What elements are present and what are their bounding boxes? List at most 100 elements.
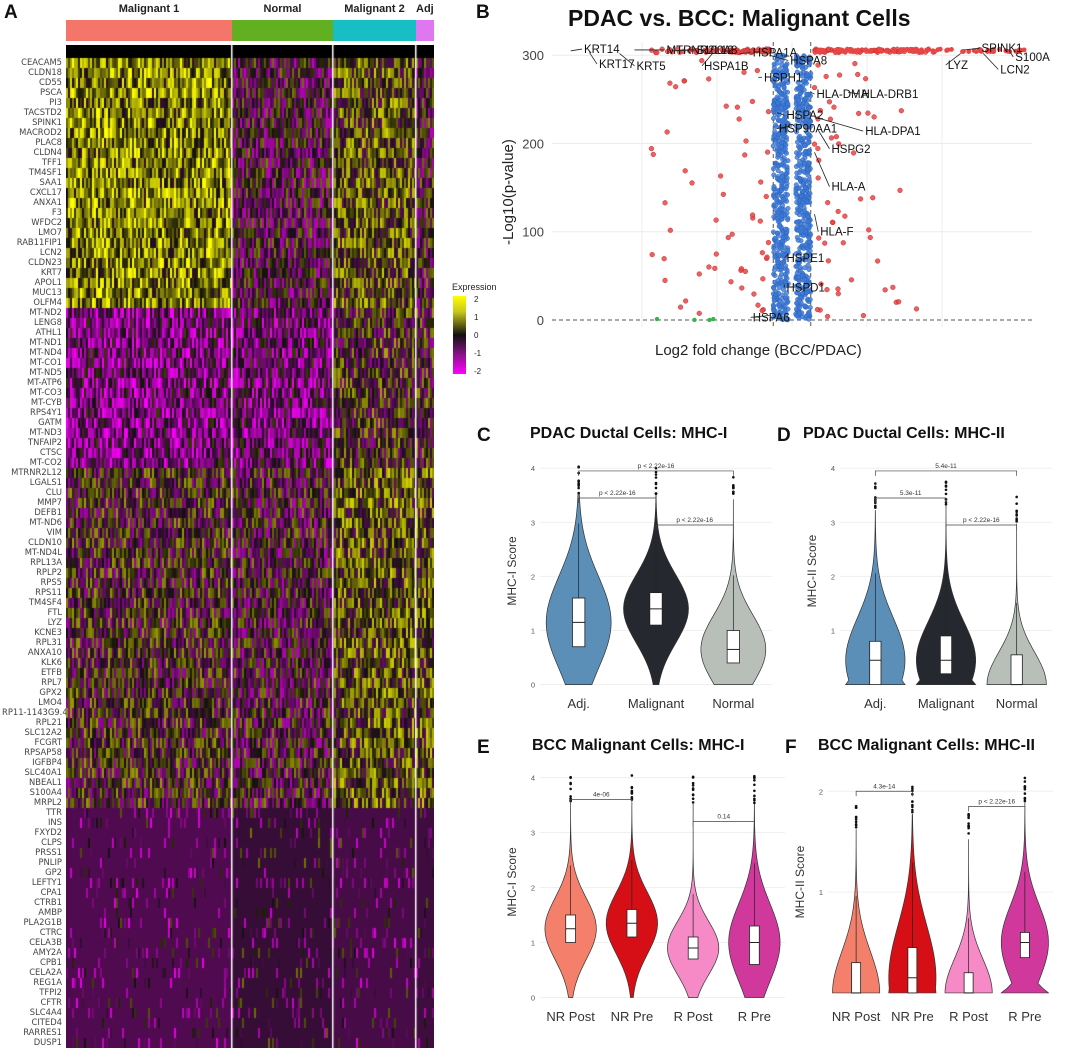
point-sig — [662, 277, 668, 284]
label-leader — [776, 112, 785, 116]
point-sig — [739, 285, 745, 291]
outlier-point — [967, 814, 970, 818]
heatmap-group-bar — [66, 20, 434, 41]
point-ns — [770, 166, 776, 172]
outlier-point — [577, 482, 580, 485]
point-ns — [804, 102, 810, 108]
point-ns — [806, 316, 812, 322]
gene-label: MT-ND5 — [29, 367, 62, 377]
x-category-label: R Pre — [738, 1009, 771, 1024]
gene-label: RPL21 — [35, 717, 62, 727]
box — [963, 972, 974, 994]
point-sig — [984, 49, 990, 54]
x-category-label: NR Pre — [611, 1009, 654, 1024]
point-sig — [853, 48, 859, 54]
point-ns — [779, 173, 785, 179]
x-category-label: Adj. — [567, 696, 589, 711]
outlier-point — [569, 787, 572, 791]
panel-e-title: BCC Malignant Cells: MHC-I — [532, 737, 745, 754]
point-sig — [717, 173, 724, 179]
ytick: 1 — [531, 627, 535, 636]
point-ns — [800, 63, 806, 69]
outlier-point — [911, 800, 914, 803]
outlier-point — [654, 492, 658, 495]
panel-label-d: D — [777, 425, 791, 446]
gene-label: MTRNR2L12 — [11, 467, 62, 477]
point-sig — [699, 58, 705, 64]
label-leader — [671, 49, 695, 52]
point-ns — [783, 62, 789, 68]
point-sig — [723, 103, 729, 109]
outlier-point — [691, 787, 695, 790]
point-ns — [775, 233, 781, 239]
gene-label: ATHL1 — [35, 327, 63, 337]
point-ns — [780, 286, 786, 292]
point-fc — [707, 317, 712, 323]
point-ns — [795, 62, 801, 68]
gene-label: TNFAIP2 — [27, 437, 62, 447]
point-ns — [797, 264, 803, 270]
x-category-label: Malignant — [628, 696, 685, 711]
point-sig — [966, 49, 972, 54]
point-ns — [779, 206, 785, 212]
gene-label: CLDN10 — [28, 537, 62, 547]
point-ns — [795, 97, 801, 103]
point-sig — [741, 69, 747, 75]
point-sig — [822, 240, 828, 246]
point-sig — [875, 258, 881, 264]
gene-label: CPB1 — [40, 957, 62, 967]
point-ns — [807, 54, 813, 60]
outlier-point — [1015, 495, 1018, 499]
heatmap-gene-list: CEACAM5 CLDN18 CD55 PSCA PI3 TACSTD2 SPINK1 MAC… — [2, 57, 68, 1048]
ytick: 2 — [819, 787, 823, 796]
box — [869, 640, 882, 685]
point-ns — [772, 254, 778, 260]
gene-label: CLU — [45, 487, 62, 497]
x-category-label: NR Post — [546, 1009, 595, 1024]
point-ns — [774, 60, 780, 66]
outlier-point — [691, 776, 695, 779]
point-sig — [759, 308, 765, 314]
gene-label: CLDN23 — [28, 257, 62, 267]
point-ns — [793, 251, 799, 257]
box — [907, 947, 918, 994]
p-value-label: p < 2.22e-16 — [978, 798, 1015, 805]
point-ns — [794, 270, 800, 276]
gene-label: MT-ND3 — [29, 427, 62, 437]
heatmap-group-labels: Malignant 1 Normal Malignant 2 Adj — [66, 3, 434, 19]
point-sig — [749, 212, 756, 218]
gene-label: RPS11 — [35, 587, 62, 597]
comparison-bracket — [570, 799, 633, 805]
label-leader — [750, 315, 770, 318]
outlier-point — [854, 806, 858, 809]
point-ns — [775, 168, 781, 174]
outlier-point — [1015, 517, 1018, 520]
point-sig — [835, 46, 841, 52]
point-ns — [783, 137, 789, 143]
legend-tick: -1 — [474, 349, 482, 358]
point-ns — [802, 185, 808, 191]
point-ns — [771, 115, 777, 121]
comparison-bracket — [968, 806, 1026, 812]
expression-legend: Expression 2 1 0 -1 -2 — [452, 282, 512, 377]
point-sig — [1013, 48, 1019, 54]
outlier-point — [753, 801, 756, 805]
point-ns — [807, 118, 813, 124]
point-sig — [824, 287, 830, 293]
point-ns — [800, 114, 806, 120]
outlier-point — [1015, 519, 1018, 523]
point-sig — [706, 264, 712, 270]
gene-label: INS — [47, 817, 62, 827]
gene-label: RPL7 — [41, 677, 62, 687]
x-category-label: R Pre — [1008, 1009, 1041, 1024]
outlier-point — [753, 789, 756, 793]
outlier-point — [577, 486, 580, 490]
point-ns — [780, 133, 786, 139]
point-sig — [816, 235, 822, 241]
point-sig — [696, 310, 702, 316]
point-sig — [696, 271, 702, 277]
x-category-label: R Post — [949, 1009, 988, 1024]
box — [1010, 654, 1023, 685]
point-ns — [807, 191, 813, 197]
outlier-point — [944, 481, 948, 484]
